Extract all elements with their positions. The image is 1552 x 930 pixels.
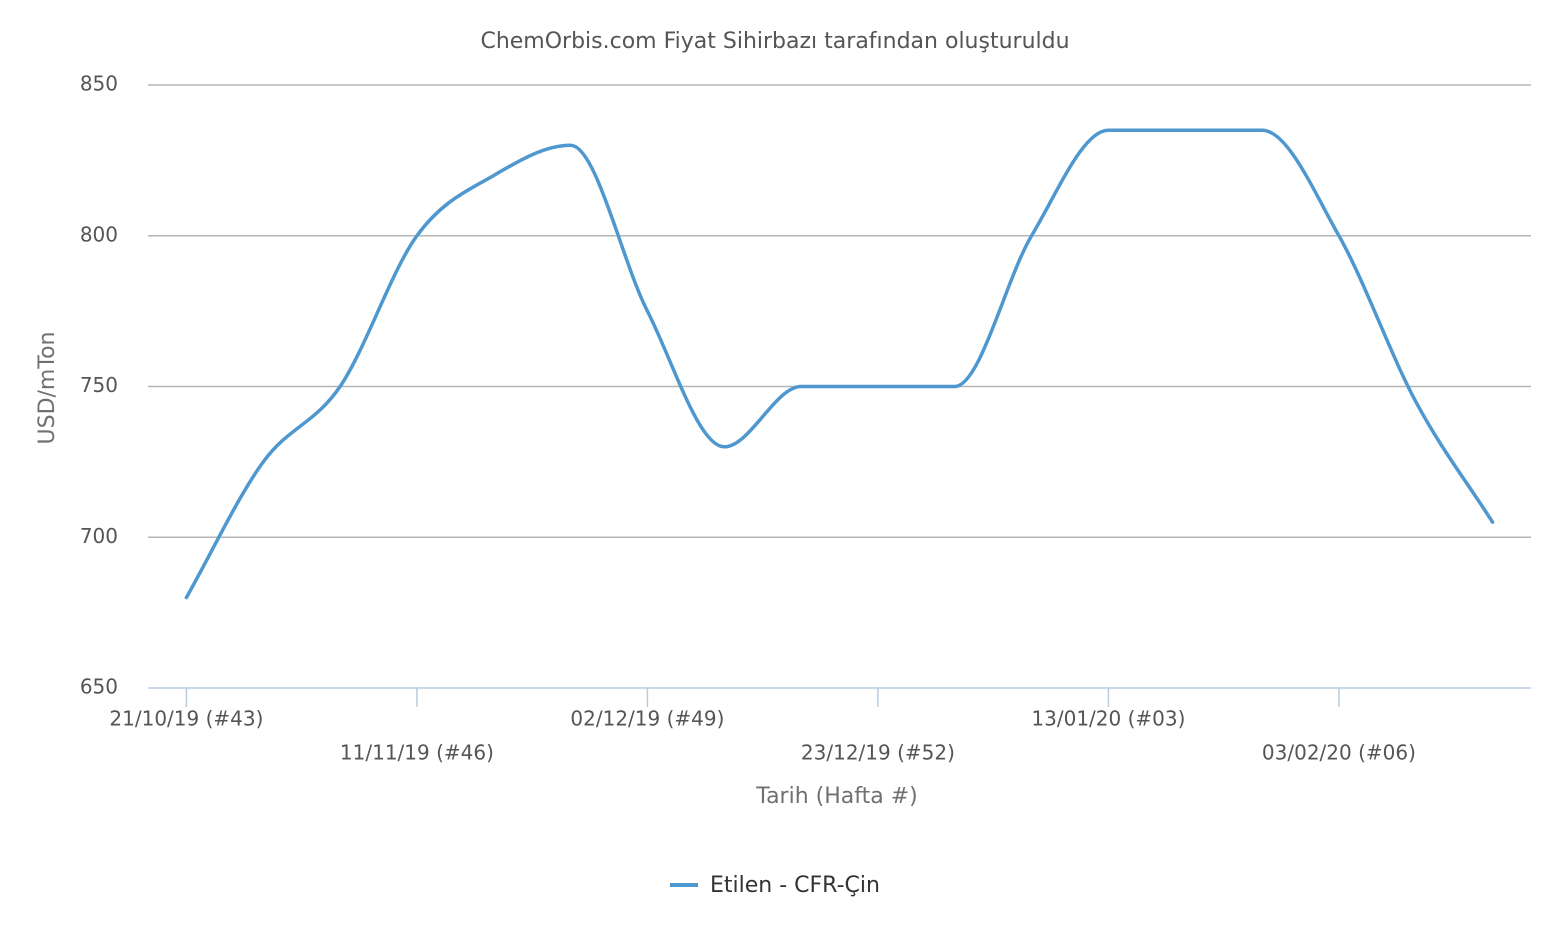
x-tick-label: 03/02/20 (#06) xyxy=(1262,741,1416,765)
y-tick-label: 800 xyxy=(80,222,118,246)
y-tick-label: 850 xyxy=(80,72,118,96)
x-tick-label: 11/11/19 (#46) xyxy=(340,741,494,765)
legend-label: Etilen - CFR-Çin xyxy=(710,873,880,898)
chart-title: ChemOrbis.com Fiyat Sihirbazı tarafından… xyxy=(480,29,1069,54)
y-tick-label: 700 xyxy=(80,524,118,548)
y-tick-label: 650 xyxy=(80,675,118,699)
y-axis-title: USD/mTon xyxy=(35,332,60,445)
x-tick-label: 13/01/20 (#03) xyxy=(1031,707,1185,731)
x-tick-label: 21/10/19 (#43) xyxy=(109,707,263,731)
y-tick-label: 750 xyxy=(80,373,118,397)
line xyxy=(184,128,1495,600)
x-axis-title: Tarih (Hafta #) xyxy=(755,784,917,809)
x-tick-label: 02/12/19 (#49) xyxy=(570,707,724,731)
x-tick-label: 23/12/19 (#52) xyxy=(801,741,955,765)
